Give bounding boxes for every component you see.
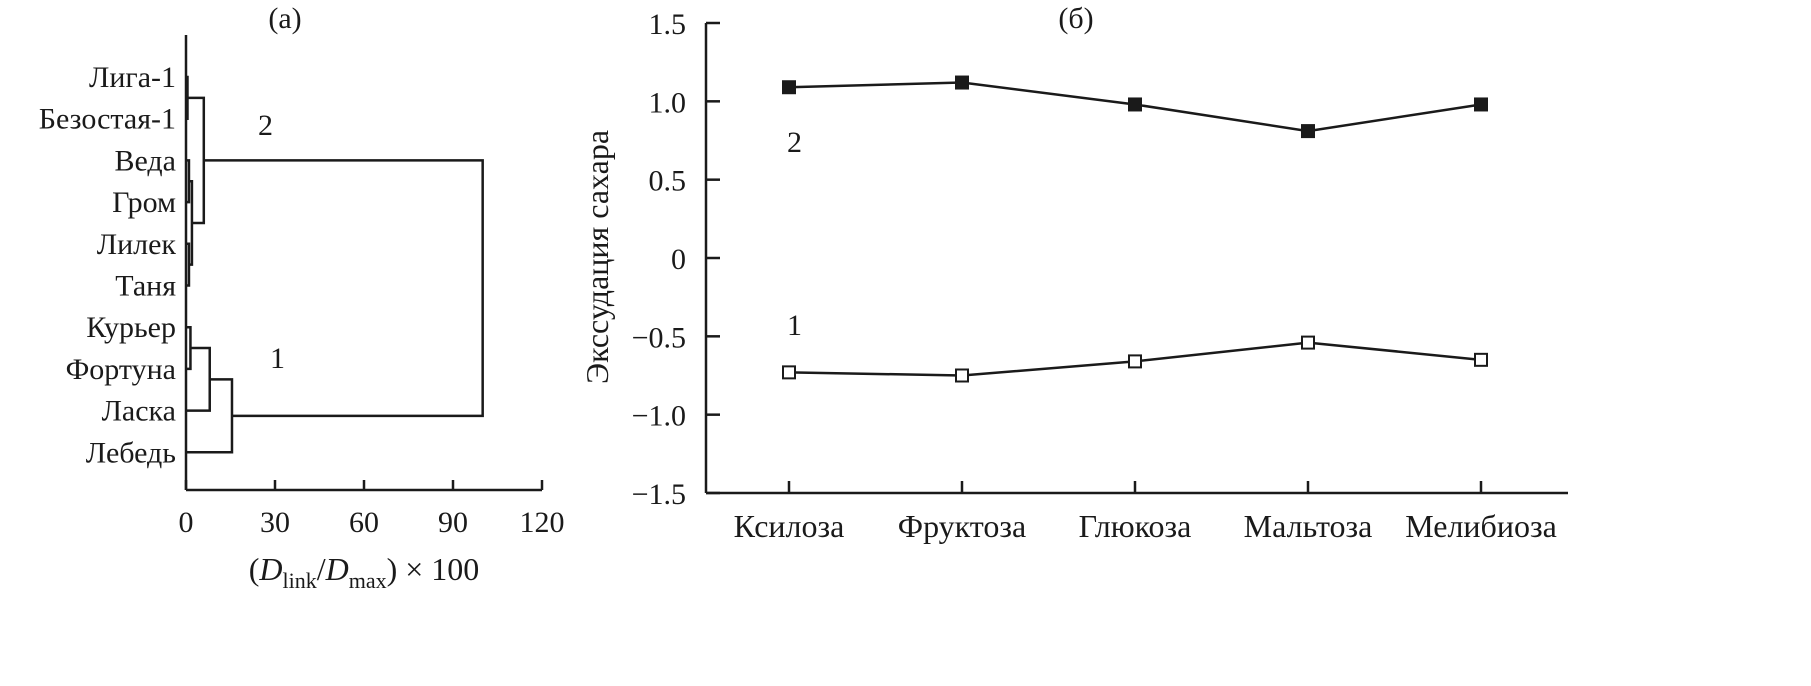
data-point-series-1	[1474, 352, 1488, 367]
x-tick-label: Мелибиоза	[1405, 508, 1557, 544]
x-tick-label: 60	[349, 506, 379, 539]
dendrogram-link	[188, 180, 194, 266]
leaf-label: Ласка	[102, 395, 176, 428]
leaf-label: Веда	[114, 144, 176, 177]
data-point-series-2	[955, 75, 969, 90]
leaf-label: Лебедь	[86, 436, 176, 469]
y-tick-label: −1.5	[632, 478, 686, 511]
data-point-series-2	[782, 80, 796, 95]
y-axis-label: Экссудация сахара	[579, 130, 615, 384]
series-label-2: 2	[787, 126, 802, 159]
dendrogram-panel: (а) (Dlink/Dmax) × 100 2 1 0 30 60 90 120 Лиг…	[39, 2, 565, 593]
leaf-label: Гром	[112, 186, 176, 219]
data-point-series-1	[782, 365, 796, 380]
data-point-series-2	[1474, 97, 1488, 112]
leaf-label: Фортуна	[66, 353, 176, 386]
leaf-label: Курьер	[86, 311, 176, 344]
y-tick-label: 1.5	[649, 8, 687, 41]
data-point-series-1	[955, 368, 969, 383]
dendrogram-link	[186, 75, 189, 120]
y-tick-label: 0.5	[649, 165, 687, 198]
y-tick-label: −0.5	[632, 321, 686, 354]
data-point-series-2	[1301, 124, 1315, 139]
x-tick-label: Фруктоза	[898, 508, 1026, 544]
series-label-1: 1	[787, 309, 802, 342]
line-chart-panel: (б) Экссудация сахара 2 1 1.5 1.0 0.5 0 −0.5…	[579, 2, 1568, 544]
leaf-label: Лига-1	[89, 61, 176, 94]
x-tick-label: 0	[179, 506, 194, 539]
dendrogram-link	[203, 159, 484, 418]
data-point-series-2	[1128, 97, 1142, 112]
leaf-label: Таня	[115, 270, 176, 303]
x-tick-label: 30	[260, 506, 290, 539]
leaf-label: Лилек	[97, 228, 177, 261]
x-tick-label: Мальтоза	[1244, 508, 1373, 544]
y-tick-label: −1.0	[632, 400, 686, 433]
dendrogram-link	[186, 378, 234, 454]
dendrogram-link	[186, 346, 211, 412]
y-tick-label: 1.0	[649, 86, 687, 119]
cluster-label-2: 2	[258, 109, 273, 142]
data-point-series-1	[1301, 335, 1315, 350]
line-chart-title: (б)	[1058, 2, 1093, 35]
x-tick-label: 120	[520, 506, 565, 539]
leaf-label: Безостая-1	[39, 103, 176, 136]
dendrogram-title: (а)	[268, 2, 301, 35]
dendrogram-xlabel: (Dlink/Dmax) × 100	[249, 551, 480, 593]
x-tick-label: Глюкоза	[1079, 508, 1192, 544]
x-tick-label: Ксилоза	[734, 508, 845, 544]
cluster-label-1: 1	[270, 342, 285, 375]
data-point-series-1	[1128, 354, 1142, 369]
y-tick-label: 0	[671, 243, 686, 276]
x-tick-label: 90	[438, 506, 468, 539]
